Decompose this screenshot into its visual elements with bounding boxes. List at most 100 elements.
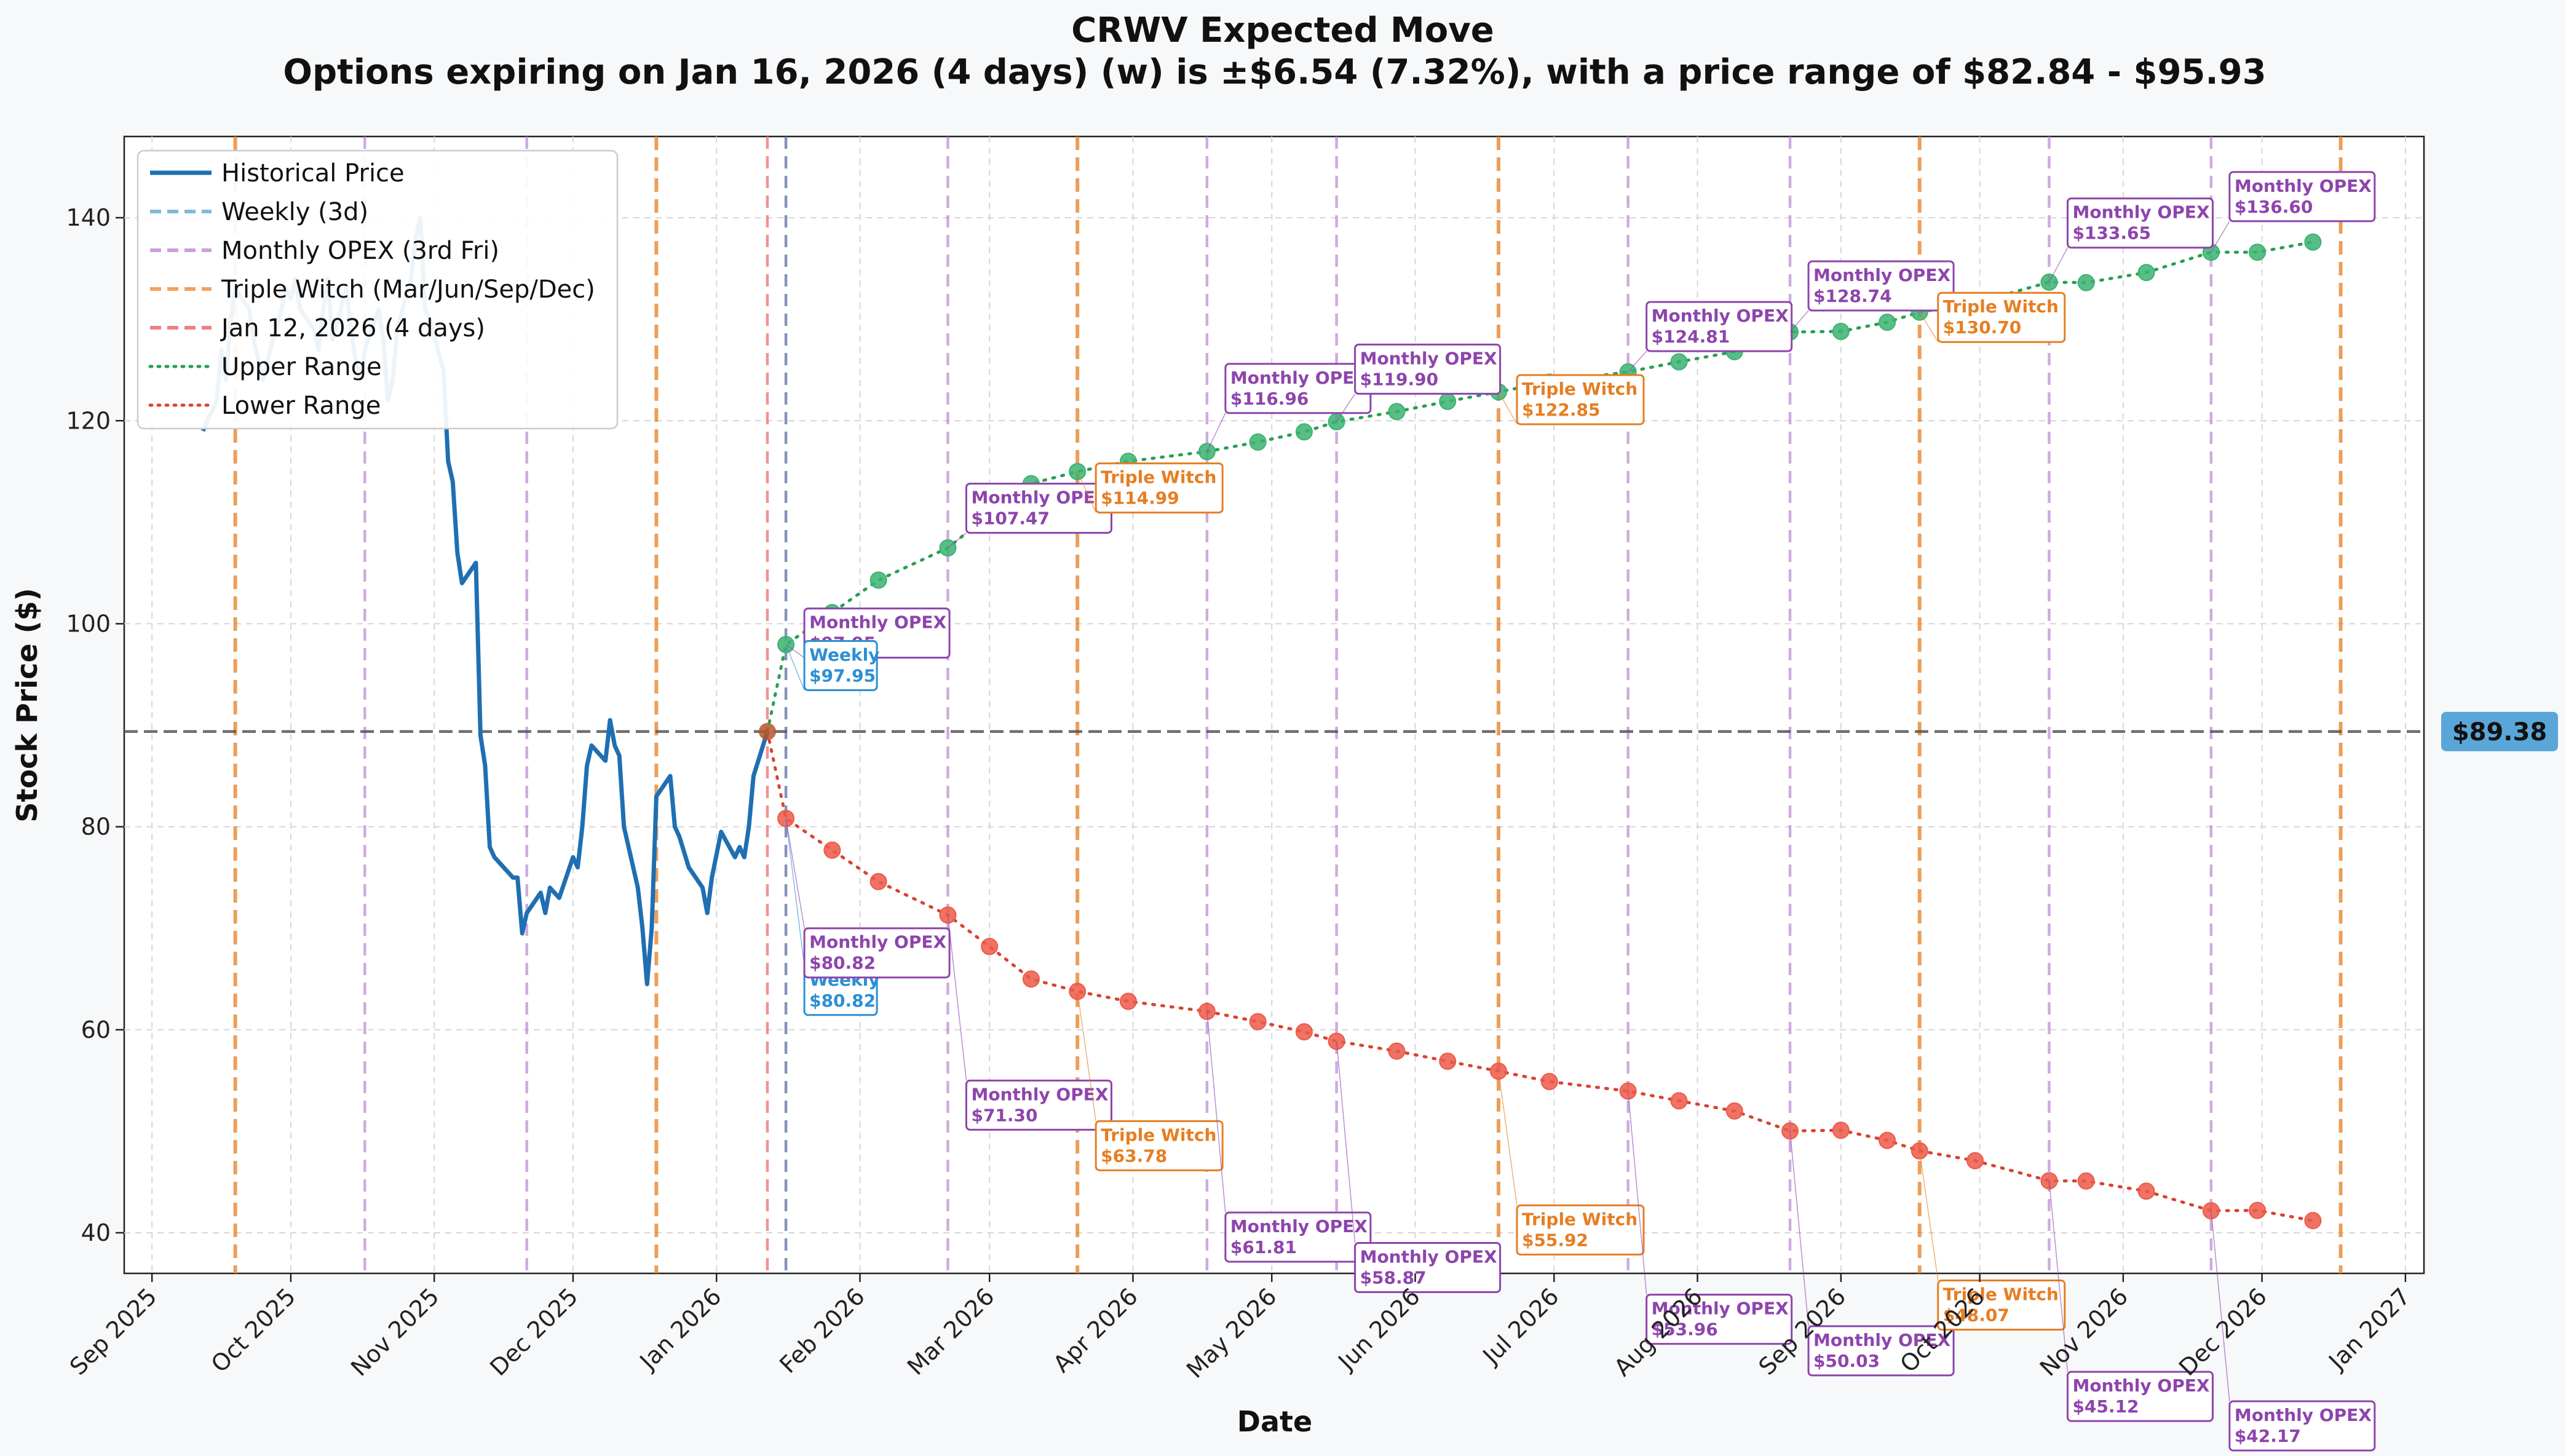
upper-range-point (2304, 233, 2322, 251)
annotation-leader (1498, 391, 1518, 425)
annotation-leader (1336, 1041, 1356, 1243)
lower-range-point (1119, 992, 1137, 1010)
annotation-leader (1627, 1091, 1647, 1295)
lower-range-point (823, 841, 841, 859)
y-tick-label: 140 (66, 204, 111, 231)
chart-title: CRWV Expected Move (1071, 10, 1494, 50)
monthly-annotation-label: Monthly OPEX (1652, 1299, 1789, 1319)
lower-range-point (1249, 1013, 1267, 1031)
annotation-leader (2048, 247, 2069, 283)
legend-box (137, 149, 619, 430)
current-price-point (758, 722, 776, 740)
lower-range-point (1022, 970, 1040, 988)
triple-annotation-label: Triple Witch (1943, 296, 2059, 317)
annotation-leader (785, 644, 805, 659)
lower-range-point (1670, 1092, 1688, 1110)
x-axis-label: Date (1237, 1405, 1312, 1438)
monthly-annotation-label: Monthly OPEX (971, 488, 1108, 508)
y-tick-label: 40 (81, 1219, 111, 1246)
lower-range-point (1725, 1102, 1743, 1120)
annotation-leader (1919, 1150, 1939, 1281)
annotation-leader (1789, 1131, 1809, 1326)
triple-annotation-label: Triple Witch (1101, 1125, 1216, 1145)
lower-range-point (2077, 1172, 2095, 1190)
lower-range-point (2137, 1182, 2155, 1200)
upper-range-point (2249, 243, 2267, 261)
annotation-leader (1919, 312, 1939, 342)
monthly-annotation-box (2228, 171, 2376, 223)
lower-range-point (1388, 1042, 1406, 1060)
monthly-annotation-box (1354, 343, 1502, 395)
monthly-annotation-price: $128.74 (1813, 286, 1892, 306)
monthly-annotation-label: Monthly OPEX (1813, 265, 1950, 285)
annotation-leader (2211, 221, 2230, 253)
triple-annotation-label: Triple Witch (1943, 1284, 2059, 1305)
weekly-annotation-price: $97.95 (809, 665, 876, 686)
monthly-annotation-price: $119.90 (1360, 369, 1439, 389)
y-tick-label: 100 (66, 610, 111, 637)
monthly-annotation-label: Monthly OPEX (1652, 306, 1789, 326)
triple-annotation-box (1095, 462, 1224, 514)
annotation-leader (2211, 1211, 2230, 1402)
upper-range-point (1388, 403, 1406, 421)
monthly-annotation-box (2066, 197, 2214, 249)
annotations: Monthly OPEX$97.95Weekly$97.95Weekly$80.… (785, 171, 2376, 1452)
lower-range-point (981, 938, 999, 956)
annotation-leader (1789, 310, 1809, 333)
triple-annotation-price: $122.85 (1522, 400, 1601, 420)
monthly-annotation-label: Monthly OPEX (1360, 348, 1497, 368)
monthly-annotation-box (965, 1079, 1112, 1131)
monthly-annotation-price: $133.65 (2072, 223, 2151, 243)
triple-annotation-label: Triple Witch (1101, 467, 1216, 488)
current-price-badge (2441, 711, 2558, 751)
triple-annotation-price: $63.78 (1101, 1145, 1167, 1166)
monthly-annotation-price: $107.47 (971, 508, 1050, 529)
monthly-annotation-box (803, 927, 951, 979)
annotation-leader (1077, 991, 1096, 1122)
legend-label: Upper Range (221, 353, 382, 381)
current-price-label: $89.38 (2452, 718, 2547, 746)
upper-range-point (1249, 433, 1267, 451)
monthly-annotation-label: Monthly OPEX (1360, 1246, 1497, 1267)
legend-label: Weekly (3d) (221, 198, 368, 226)
y-axis-label: Stock Price ($) (10, 588, 44, 822)
monthly-annotation-price: $124.81 (1652, 326, 1730, 347)
monthly-annotation-label: Monthly OPEX (971, 1084, 1108, 1104)
lower-range-point (1439, 1052, 1457, 1070)
monthly-annotation-price: $45.12 (2072, 1396, 2139, 1417)
triple-annotation-label: Triple Witch (1522, 379, 1637, 399)
weekly-annotation-label: Weekly (809, 644, 879, 665)
triple-annotation-box (1516, 374, 1645, 425)
monthly-annotation-price: $61.81 (1230, 1237, 1297, 1257)
weekly-annotation-price: $80.82 (809, 991, 876, 1011)
lower-range-point (1832, 1122, 1850, 1139)
triple-annotation-price: $48.07 (1943, 1305, 2010, 1326)
legend-label: Historical Price (221, 159, 405, 188)
monthly-annotation-label: Monthly OPEX (1813, 1330, 1950, 1350)
legend: Historical Price Weekly (3d) Monthly OPEX … (137, 149, 619, 430)
upper-range-point (1439, 392, 1457, 410)
y-tick-label: 120 (66, 407, 111, 434)
annotation-leader (1498, 1071, 1518, 1206)
annotation-leader (1336, 394, 1356, 422)
monthly-annotation-price: $53.96 (1652, 1320, 1718, 1340)
y-tick-label: 60 (81, 1016, 111, 1043)
upper-range-point (869, 571, 887, 589)
triple-annotation-price: $55.92 (1522, 1230, 1588, 1250)
triple-annotation-box (1095, 1120, 1224, 1171)
triple-annotation-box (1937, 291, 2066, 343)
triple-annotation-price: $114.99 (1101, 488, 1179, 508)
lower-range-point (1879, 1131, 1896, 1149)
monthly-annotation-box (1224, 1211, 1372, 1263)
triple-annotation-price: $130.70 (1943, 317, 2022, 338)
monthly-annotation-box (1807, 260, 1955, 312)
monthly-annotation-label: Monthly OPEX (1230, 1216, 1368, 1236)
monthly-annotation-box (1354, 1241, 1502, 1293)
monthly-annotation-price: $71.30 (971, 1105, 1037, 1125)
monthly-annotation-box (1645, 301, 1793, 352)
annotation-leader (1206, 1011, 1226, 1213)
monthly-annotation-label: Monthly OPEX (2235, 176, 2372, 196)
upper-range-point (1295, 423, 1313, 441)
legend-label: Triple Witch (Mar/Jun/Sep/Dec) (221, 275, 595, 304)
